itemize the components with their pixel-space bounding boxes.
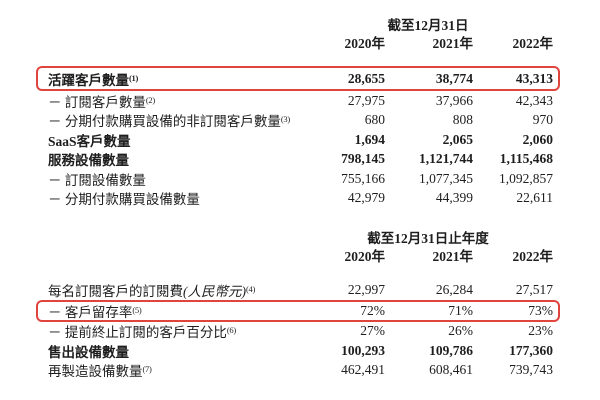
row-label: － 客戶留存率(5) (48, 304, 142, 320)
value-2020: 462,491 (341, 362, 385, 378)
value-2021: 26,284 (435, 281, 473, 297)
value-2021: 38,774 (435, 70, 473, 86)
yearly-metrics-table: 截至12月31日止年度 2020年 2021年 2022年 每名訂閱客戶的訂閱費… (36, 228, 560, 380)
value-2022: 42,343 (515, 92, 553, 108)
table-row-remanufactured-devices: 再製造設備數量(7) 462,491 608,461 739,743 (36, 361, 560, 381)
table1-year-2021: 2021年 (432, 36, 474, 51)
value-2021: 37,966 (435, 92, 473, 108)
row-label: SaaS客戶數量 (48, 133, 131, 149)
table1-year-header-row: 2020年 2021年 2022年 (36, 33, 560, 51)
row-label: 活躍客戶數量(1) (48, 72, 139, 88)
value-2020: 22,997 (347, 281, 385, 297)
table-row-devices-sold: 售出設備數量 100,293 109,786 177,360 (36, 341, 560, 361)
table-row-early-termination-percentage: － 提前終止訂閱的客戶百分比(6) 27% 26% 23% (36, 322, 560, 342)
table-row-active-customers: 活躍客戶數量(1) 28,655 38,774 43,313 (36, 66, 560, 91)
value-2020: 27% (360, 323, 385, 339)
table2-period-header: 截至12月31日止年度 (367, 231, 489, 246)
value-2022: 177,360 (509, 342, 553, 358)
row-label: 再製造設備數量(7) (48, 364, 152, 380)
value-2022: 23% (528, 323, 553, 339)
table-row-service-devices: 服務設備數量 798,145 1,121,744 1,115,468 (36, 150, 560, 170)
table2-year-2020: 2020年 (344, 249, 386, 264)
value-2020: 28,655 (347, 70, 385, 86)
currency-note: (人民幣元) (183, 283, 246, 299)
row-label: － 訂閱客戶數量(2) (48, 94, 155, 110)
value-2022: 1,092,857 (499, 170, 553, 186)
value-2021: 2,065 (442, 131, 473, 147)
table2-year-header-row: 2020年 2021年 2022年 (36, 246, 560, 264)
table1-year-2022: 2022年 (512, 36, 554, 51)
value-2022: 22,611 (516, 190, 553, 206)
row-label: － 訂閱設備數量 (48, 172, 146, 188)
value-2021: 44,399 (435, 190, 473, 206)
value-2020: 100,293 (341, 342, 385, 358)
value-2021: 1,077,345 (419, 170, 473, 186)
table1-year-2020: 2020年 (344, 36, 386, 51)
footnote-marker: (1) (129, 72, 139, 83)
value-2022: 73% (528, 302, 553, 318)
footnote-marker: (6) (226, 325, 236, 336)
value-2020: 42,979 (347, 190, 385, 206)
table1-period-header-row: 截至12月31日 (36, 15, 560, 33)
table2-period-header-row: 截至12月31日止年度 (36, 228, 560, 246)
customer-device-table: 截至12月31日 2020年 2021年 2022年 活躍客戶數量(1) 28,… (36, 15, 560, 208)
table2-year-2022: 2022年 (512, 249, 554, 264)
table2-year-2021: 2021年 (432, 249, 474, 264)
value-2021: 608,461 (429, 362, 473, 378)
value-2022: 1,115,468 (499, 151, 553, 167)
value-2021: 1,121,744 (419, 151, 473, 167)
value-2022: 27,517 (515, 281, 553, 297)
row-label: － 提前終止訂閱的客戶百分比(6) (48, 325, 236, 341)
value-2021: 26% (448, 323, 473, 339)
row-label: － 分期付款購買設備的非訂閱客戶數量(3) (48, 114, 290, 130)
footnote-marker: (5) (132, 304, 142, 315)
value-2022: 970 (532, 112, 553, 128)
table-row-saas-customers: SaaS客戶數量 1,694 2,065 2,060 (36, 130, 560, 150)
row-label: － 分期付款購買設備數量 (48, 192, 200, 208)
table-row-installment-devices: － 分期付款購買設備數量 42,979 44,399 22,611 (36, 189, 560, 209)
value-2020: 798,145 (341, 151, 385, 167)
table-row-subscription-devices: － 訂閱設備數量 755,166 1,077,345 1,092,857 (36, 169, 560, 189)
value-2020: 680 (364, 112, 385, 128)
value-2021: 808 (452, 112, 473, 128)
footnote-marker: (7) (142, 364, 152, 375)
value-2022: 2,060 (522, 131, 553, 147)
value-2020: 27,975 (347, 92, 385, 108)
value-2022: 739,743 (509, 362, 553, 378)
table-row-subscription-fee-per-customer: 每名訂閱客戶的訂閱費(人民幣元)(4) 22,997 26,284 27,517 (36, 280, 560, 300)
table-row-customer-retention-rate: － 客戶留存率(5) 72% 71% 73% (36, 299, 560, 322)
row-label: 每名訂閱客戶的訂閱費(人民幣元)(4) (48, 283, 256, 299)
value-2020: 72% (360, 302, 385, 318)
table-row-subscription-customers: － 訂閱客戶數量(2) 27,975 37,966 42,343 (36, 91, 560, 111)
value-2021: 109,786 (429, 342, 473, 358)
footnote-marker: (2) (145, 94, 155, 105)
value-2020: 755,166 (341, 170, 385, 186)
footnote-marker: (3) (280, 114, 290, 125)
table1-period-header: 截至12月31日 (387, 18, 469, 33)
value-2020: 1,694 (354, 131, 385, 147)
row-label: 售出設備數量 (48, 344, 129, 360)
footnote-marker: (4) (246, 283, 256, 294)
value-2021: 71% (448, 302, 473, 318)
table-row-installment-nonsubscription-customers: － 分期付款購買設備的非訂閱客戶數量(3) 680 808 970 (36, 111, 560, 131)
value-2022: 43,313 (515, 70, 553, 86)
row-label: 服務設備數量 (48, 153, 129, 169)
